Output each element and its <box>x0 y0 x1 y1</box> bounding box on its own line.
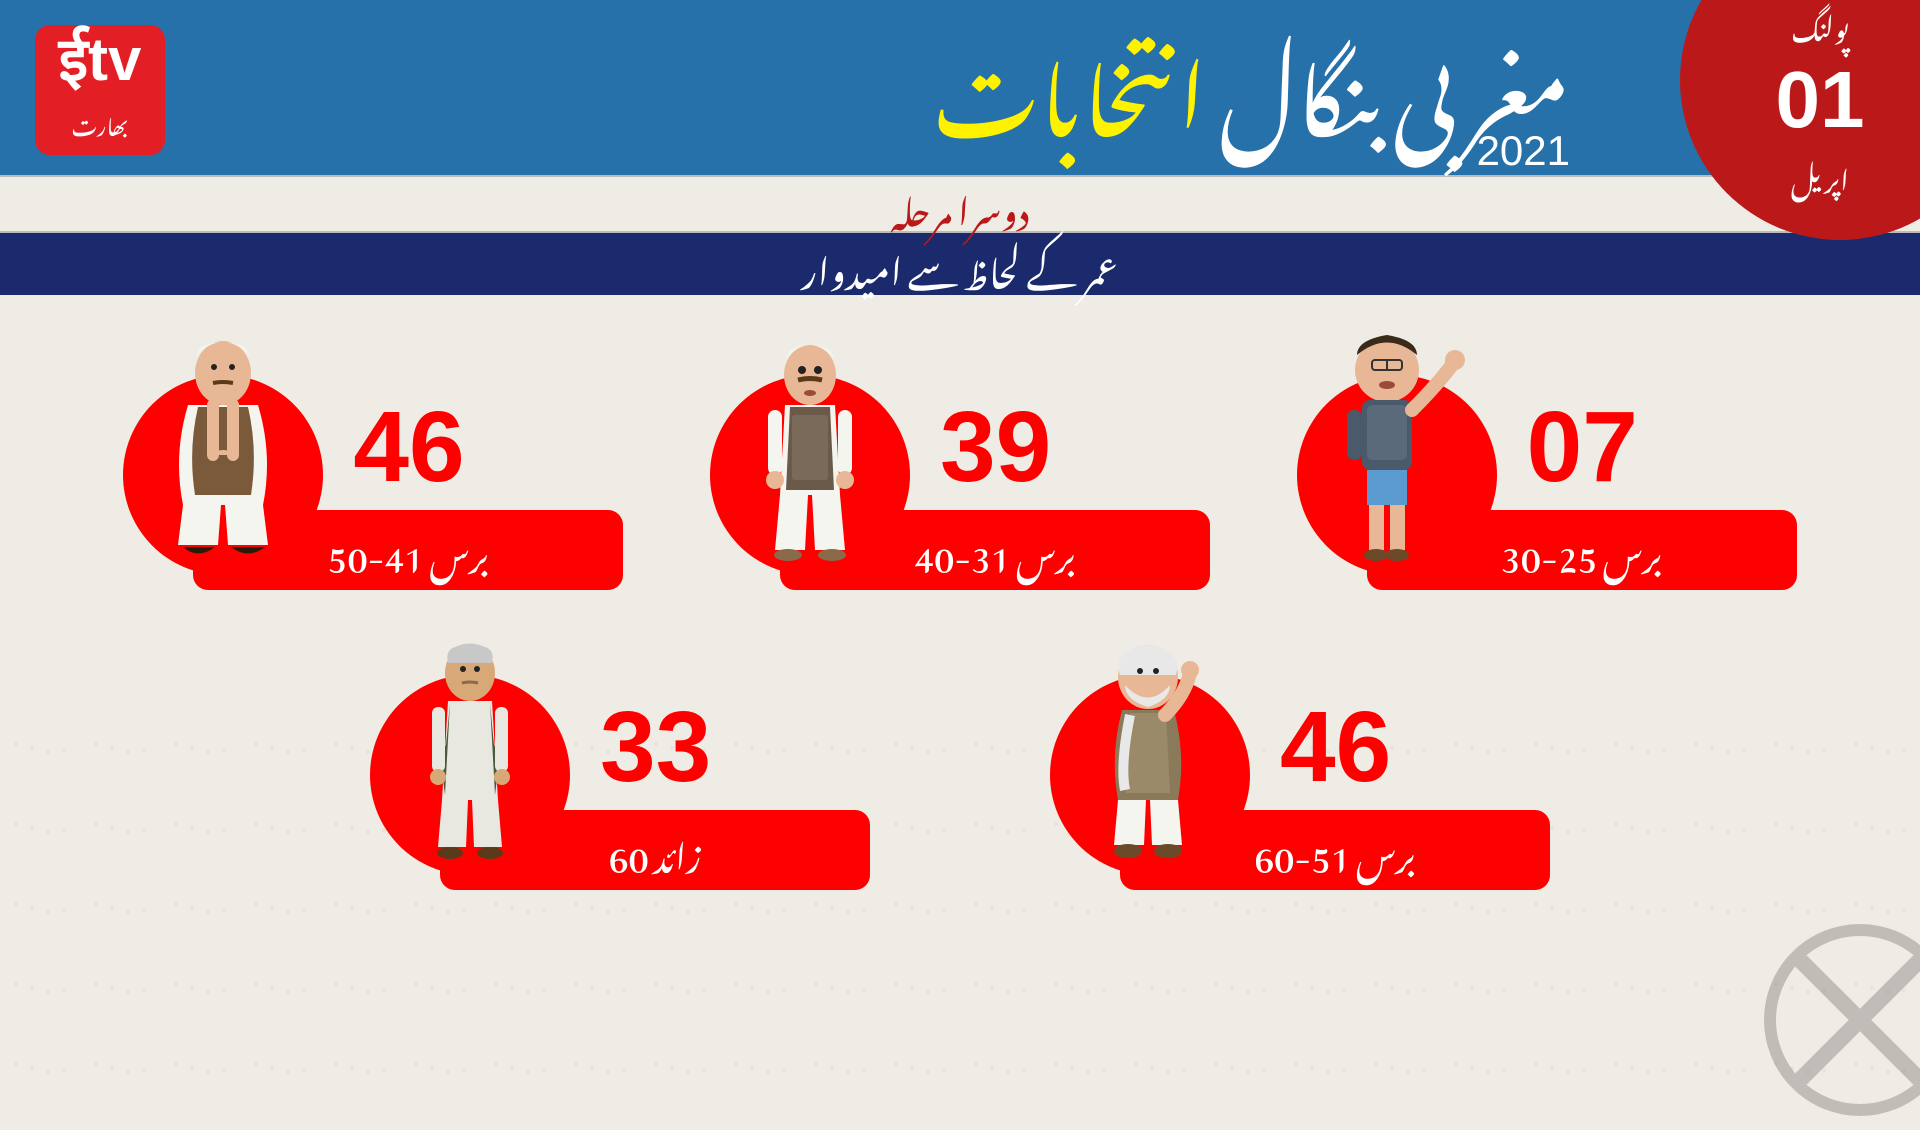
vote-mark-icon <box>1760 920 1920 1120</box>
age-label: برس 51-60 <box>1254 805 1415 895</box>
character-adult-icon <box>730 325 890 565</box>
age-label: زائد 60 <box>609 805 702 895</box>
stat-card-3: 46 برس 51-60 <box>1050 645 1550 885</box>
stat-card-4: 33 زائد 60 <box>370 645 870 885</box>
stats-row-2: 46 برس 51-60 <box>80 645 1840 885</box>
stat-card-0: 07 برس 25-30 <box>1297 345 1797 585</box>
logo-subtitle: بھارت <box>72 95 129 150</box>
channel-logo: ईtv بھارت <box>35 25 165 155</box>
header-banner: ईtv بھارت مغربی بنگال انتخابات 2021 پولن… <box>0 0 1920 175</box>
stat-card-2: 46 برس 41-50 <box>123 345 623 585</box>
age-label: برس 31-40 <box>914 505 1075 595</box>
content-area: 07 برس 25-30 <box>0 295 1920 935</box>
character-young-icon <box>1317 325 1477 565</box>
title-word2: بنگال <box>1219 0 1381 191</box>
date-number: 01 <box>1776 60 1865 140</box>
stat-number: 07 <box>1527 390 1638 505</box>
stats-row-1: 07 برس 25-30 <box>80 345 1840 585</box>
stat-number: 46 <box>353 390 464 505</box>
date-label-bottom: اپریل <box>1791 140 1849 210</box>
date-label-top: پولنگ <box>1791 0 1848 60</box>
stat-card-1: 39 برس 31-40 <box>710 345 1210 585</box>
subtitle-band: عمر کے لحاظ سے امیدوار <box>0 233 1920 295</box>
title-area: مغربی بنگال انتخابات 2021 <box>933 20 1570 175</box>
character-elderly-icon <box>390 625 550 865</box>
stat-number: 39 <box>940 390 1051 505</box>
stat-number: 46 <box>1280 690 1391 805</box>
stat-number: 33 <box>600 690 711 805</box>
character-middle-icon <box>143 325 303 565</box>
character-senior-icon <box>1070 625 1230 865</box>
age-label: برس 41-50 <box>328 505 489 595</box>
title-word3: انتخابات <box>933 0 1207 191</box>
age-label: برس 25-30 <box>1501 505 1662 595</box>
logo-text: ईtv <box>59 30 142 90</box>
main-title: مغربی بنگال انتخابات <box>933 20 1570 137</box>
